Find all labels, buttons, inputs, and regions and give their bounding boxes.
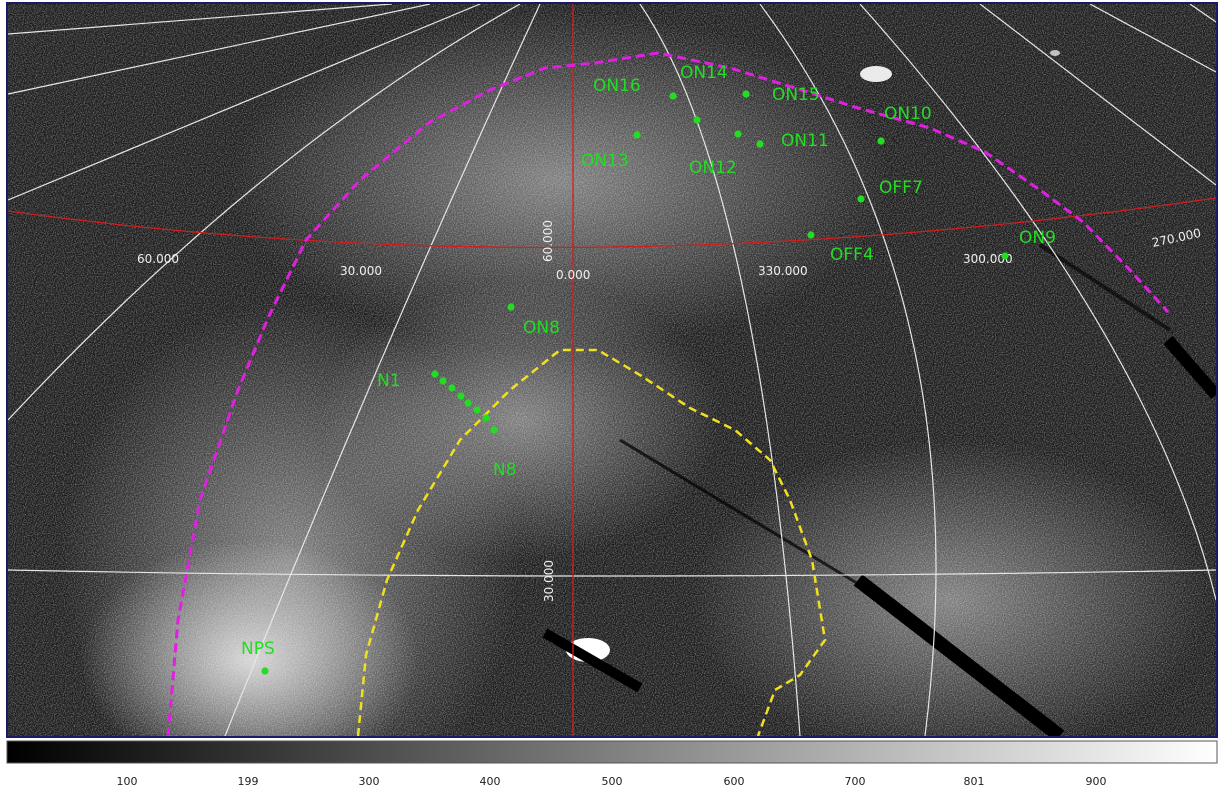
source-marker-dot[interactable] <box>633 131 641 139</box>
colorbar-tick-label: 700 <box>845 775 866 788</box>
source-marker-dot[interactable] <box>669 92 677 100</box>
label-on16: ON16 <box>593 76 641 96</box>
lat-label-60: 60.000 <box>541 220 555 262</box>
label-on13: ON13 <box>581 151 629 171</box>
colorbar-tick-label: 199 <box>238 775 259 788</box>
label-on9: ON9 <box>1019 228 1056 248</box>
source-markers[interactable] <box>261 90 1009 675</box>
lon-label-30: 30.000 <box>340 264 382 278</box>
lon-label-300: 300.000 <box>963 252 1013 266</box>
coordinate-grid-white <box>8 4 1216 736</box>
label-off7: OFF7 <box>879 178 923 198</box>
label-nps: NPS <box>241 639 275 659</box>
source-marker-dot[interactable] <box>693 116 701 124</box>
colorbar: 100 199 300 400 500 600 700 801 900 <box>6 740 1218 788</box>
source-marker-dot[interactable] <box>1001 252 1009 260</box>
source-marker-dot[interactable] <box>507 303 515 311</box>
colorbar-tick-label: 801 <box>964 775 985 788</box>
label-n8: N8 <box>493 460 517 480</box>
lat-label-30: 30.000 <box>542 560 556 602</box>
label-off4: OFF4 <box>830 245 874 265</box>
lon-label-0: 0.000 <box>556 268 590 282</box>
source-marker-dot[interactable] <box>439 377 447 385</box>
outer-region-boundary[interactable] <box>166 51 1170 736</box>
source-marker-dot[interactable] <box>448 384 456 392</box>
source-marker-dot[interactable] <box>490 426 498 434</box>
label-n1: N1 <box>377 371 401 391</box>
colorbar-tick-label: 100 <box>117 775 138 788</box>
label-on12: ON12 <box>689 158 737 178</box>
source-marker-dot[interactable] <box>473 406 481 414</box>
detector-streaks <box>542 243 1216 736</box>
label-on8: ON8 <box>523 318 560 338</box>
source-marker-dot[interactable] <box>431 370 439 378</box>
lon-label-60: 60.000 <box>137 252 179 266</box>
colorbar-tick-label: 400 <box>480 775 501 788</box>
source-marker-dot[interactable] <box>734 130 742 138</box>
bright-sources <box>566 50 1060 662</box>
colorbar-tick-label: 300 <box>359 775 380 788</box>
colorbar-gradient <box>6 740 1218 764</box>
label-on14: ON14 <box>680 63 728 83</box>
source-marker-dot[interactable] <box>261 667 269 675</box>
grid-labels: 60.000 30.000 0.000 330.000 300.000 270.… <box>137 220 1202 602</box>
source-marker-dot[interactable] <box>877 137 885 145</box>
source-marker-dot[interactable] <box>756 140 764 148</box>
source-marker-dot[interactable] <box>457 392 465 400</box>
source-marker-dot[interactable] <box>857 195 865 203</box>
colorbar-ticks: 100 199 300 400 500 600 700 801 900 <box>117 775 1107 788</box>
lon-label-330: 330.000 <box>758 264 808 278</box>
label-on15: ON15 <box>772 85 820 105</box>
noise-texture <box>8 4 1216 736</box>
label-on10: ON10 <box>884 104 932 124</box>
source-labels: ON16 ON14 ON15 ON10 ON11 ON13 ON12 OFF7 … <box>241 63 1056 659</box>
colorbar-tick-label: 600 <box>724 775 745 788</box>
source-marker-dot[interactable] <box>807 231 815 239</box>
colorbar-tick-label: 900 <box>1086 775 1107 788</box>
colorbar-tick-label: 500 <box>602 775 623 788</box>
source-marker-dot[interactable] <box>742 90 750 98</box>
coordinate-grid-red <box>8 4 1216 736</box>
label-on11: ON11 <box>781 131 829 151</box>
source-marker-dot[interactable] <box>482 414 490 422</box>
inner-region-boundary[interactable] <box>356 348 827 736</box>
source-marker-dot[interactable] <box>464 399 472 407</box>
